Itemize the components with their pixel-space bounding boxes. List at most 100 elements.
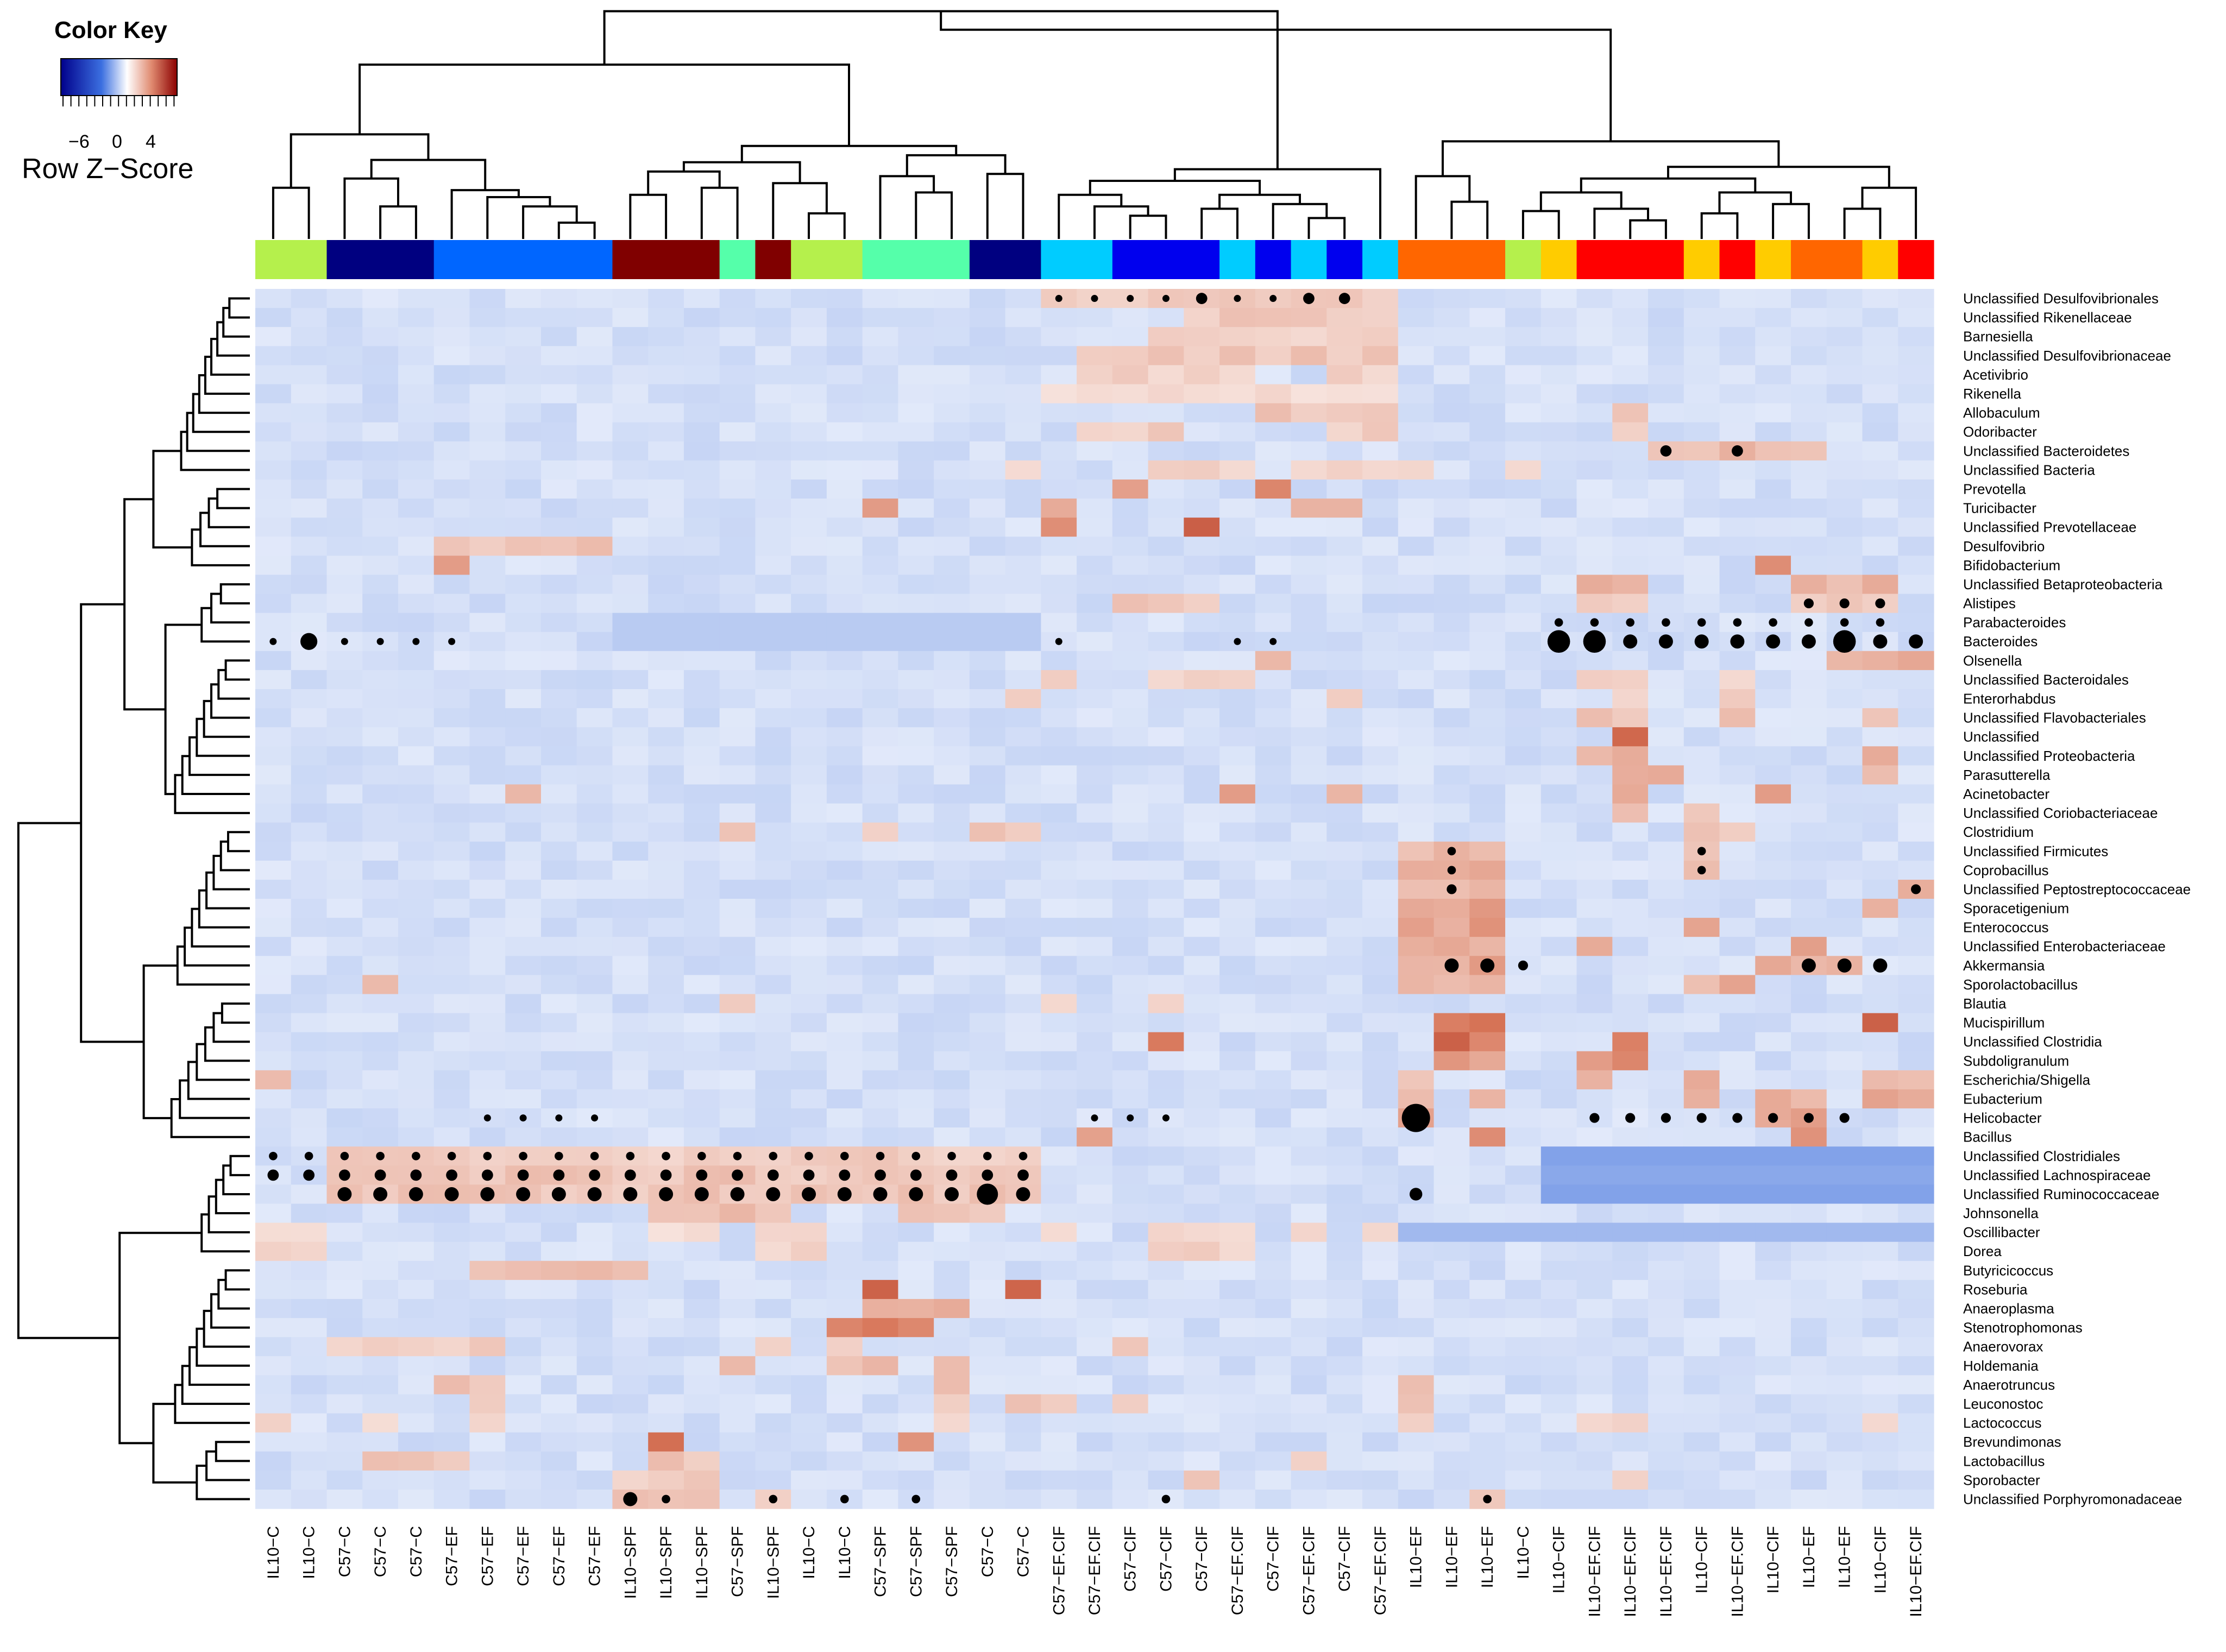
heatmap-cell	[540, 1203, 577, 1224]
heatmap-cell	[505, 651, 542, 671]
heatmap-cell	[1898, 1489, 1934, 1509]
heatmap-cell	[505, 289, 542, 308]
heatmap-cell	[1576, 956, 1613, 975]
heatmap-cell	[1862, 727, 1898, 747]
heatmap-cell	[1433, 1184, 1470, 1205]
heatmap-cell	[1683, 994, 1720, 1014]
heatmap-cell	[1898, 308, 1934, 327]
heatmap-cell	[540, 308, 577, 327]
heatmap-dot	[341, 638, 348, 645]
heatmap-cell	[1683, 1451, 1720, 1471]
heatmap-dot	[483, 1114, 491, 1122]
heatmap-cell	[255, 918, 292, 937]
heatmap-cell	[1255, 1241, 1292, 1262]
heatmap-cell	[969, 1089, 1006, 1109]
heatmap-cell	[1469, 1375, 1506, 1395]
heatmap-cell	[1612, 1260, 1649, 1281]
heatmap-cell	[1433, 1089, 1470, 1109]
heatmap-dot	[1697, 866, 1706, 875]
heatmap-cell	[719, 1089, 756, 1109]
heatmap-cell	[1505, 1279, 1542, 1300]
heatmap-cell	[826, 537, 863, 556]
heatmap-cell	[791, 899, 827, 918]
heatmap-cell	[1041, 1298, 1077, 1319]
heatmap-cell	[1291, 499, 1327, 518]
heatmap-cell	[1433, 499, 1470, 518]
heatmap-cell	[719, 860, 756, 880]
heatmap-cell	[969, 899, 1006, 918]
color-key-tick-0: 0	[112, 131, 122, 152]
heatmap-cell	[433, 1318, 470, 1338]
heatmap-dot	[840, 1151, 849, 1161]
heatmap-cell	[1683, 1375, 1720, 1395]
column-dendrogram	[272, 10, 1917, 239]
heatmap-cell	[362, 556, 399, 575]
heatmap-cell	[291, 613, 328, 633]
group-color-cell	[1469, 240, 1506, 279]
heatmap-cell	[291, 327, 328, 346]
heatmap-cell	[719, 384, 756, 404]
heatmap-cell	[1219, 860, 1256, 880]
heatmap-dots	[267, 293, 1923, 1506]
heatmap-cell	[1112, 384, 1149, 404]
heatmap-cell	[1826, 994, 1863, 1014]
heatmap-dot	[911, 1495, 921, 1504]
heatmap-cell	[1648, 1489, 1684, 1509]
heatmap-cell	[1077, 918, 1113, 937]
heatmap-cell	[1291, 518, 1327, 537]
heatmap-cell	[1469, 518, 1506, 537]
heatmap-cell	[1648, 422, 1684, 442]
column-label: C57−C	[336, 1526, 354, 1577]
heatmap-cell	[1648, 1318, 1684, 1338]
heatmap-cell	[362, 575, 399, 595]
heatmap-cell	[1184, 918, 1220, 937]
heatmap-cell	[1433, 918, 1470, 937]
heatmap-cell	[1291, 556, 1327, 575]
heatmap-dot	[267, 1169, 279, 1181]
heatmap-cell	[1469, 1279, 1506, 1300]
heatmap-cell	[1362, 422, 1399, 442]
heatmap-cell	[969, 1279, 1006, 1300]
heatmap-cell	[1755, 441, 1791, 461]
heatmap-cell	[1291, 1337, 1327, 1357]
heatmap-cell	[398, 1203, 435, 1224]
heatmap-cell	[1398, 1470, 1435, 1490]
heatmap-cell	[1433, 1298, 1470, 1319]
heatmap-cell	[1398, 1260, 1435, 1281]
heatmap-cell	[469, 289, 506, 308]
group-color-cell	[1184, 240, 1220, 279]
heatmap-cell	[1540, 765, 1577, 785]
heatmap-cell	[1755, 1127, 1791, 1147]
heatmap-cell	[469, 460, 506, 480]
heatmap-cell	[1219, 841, 1256, 861]
heatmap-cell	[1148, 518, 1184, 537]
heatmap-cell	[648, 460, 684, 480]
heatmap-cell	[362, 1413, 399, 1433]
group-color-cell	[398, 240, 435, 279]
heatmap-cell	[934, 1432, 970, 1452]
heatmap-cell	[1791, 1260, 1827, 1281]
heatmap-cell	[1791, 499, 1827, 518]
heatmap-cell	[648, 784, 684, 804]
heatmap-cell	[1148, 1032, 1184, 1052]
heatmap-cell	[934, 1032, 970, 1052]
heatmap-cell	[791, 556, 827, 575]
heatmap-cell	[505, 994, 542, 1014]
heatmap-cell	[1505, 879, 1542, 899]
heatmap-cell	[1112, 1222, 1149, 1243]
heatmap-cell	[1184, 1432, 1220, 1452]
heatmap-cell	[540, 1298, 577, 1319]
heatmap-cell	[576, 403, 613, 423]
heatmap-cell	[1077, 1089, 1113, 1109]
heatmap-cell	[1433, 308, 1470, 327]
group-color-cell	[505, 240, 542, 279]
heatmap-cell	[1648, 899, 1684, 918]
heatmap-cell	[898, 784, 934, 804]
heatmap-cell	[576, 1241, 613, 1262]
heatmap-cell	[648, 765, 684, 785]
heatmap-cell	[1719, 1279, 1756, 1300]
heatmap-cell	[1112, 1318, 1149, 1338]
heatmap-dot	[1444, 958, 1459, 973]
heatmap-cell	[469, 803, 506, 823]
row-label: Holdemania	[1963, 1358, 2039, 1374]
